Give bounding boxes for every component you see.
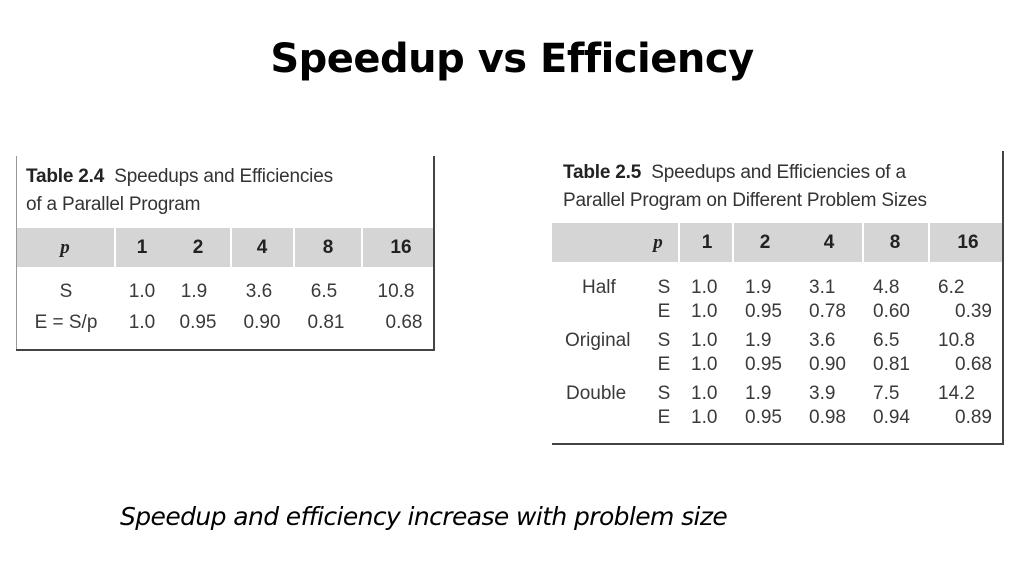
header-divider [230,228,232,267]
table-caption: Table 2.4 Speedups and Efficiencies of a… [26,163,426,219]
header-divider [862,223,864,262]
table-2-4: Table 2.4 Speedups and Efficiencies of a… [16,156,435,351]
header-cell: 4 [256,237,268,258]
table-cell: 1.9 [745,383,772,404]
group-label: Original [565,330,631,351]
efficiency-label: E [657,407,671,428]
header-divider [732,223,734,262]
table-cell: 10.8 [938,330,975,351]
table-cell: 3.6 [245,281,273,302]
header-cell: 2 [192,237,204,258]
table-cell: 0.90 [809,354,846,375]
table-cell: 0.95 [745,407,782,428]
table-cell: 10.8 [377,281,415,302]
table-label: Table 2.4 [26,166,105,187]
group-label: Half [582,277,616,298]
table-label: Table 2.5 [563,162,642,183]
table-cell: 3.1 [809,277,836,298]
header-divider [293,228,295,267]
header-p: p [60,237,70,258]
table-2-5: Table 2.5 Speedups and Efficiencies of a… [552,151,1004,445]
table-cell: 3.9 [809,383,836,404]
table-cell: 0.60 [873,301,910,322]
header-divider [114,228,116,267]
table-cell: 0.81 [307,312,345,333]
row-label: E = S/p [34,312,98,333]
header-cell: 4 [823,232,835,253]
table-cell: 0.68 [385,312,423,333]
speedup-label: S [657,383,671,404]
table-cell: 1.0 [128,281,156,302]
speedup-label: S [657,330,671,351]
header-divider [361,228,363,267]
header-cell: 16 [957,232,979,253]
table-cell: 4.8 [873,277,900,298]
table-header-row: p 1 2 4 8 16 [552,223,1002,262]
header-cell: 1 [701,232,713,253]
row-label: S [59,281,73,302]
table-cell: 1.9 [745,330,772,351]
table-cell: 1.0 [691,277,718,298]
table-left-rule [16,156,17,349]
table-cell: 1.0 [691,301,718,322]
table-cell: 0.39 [955,301,992,322]
slide-caption: Speedup and efficiency increase with pro… [120,502,728,531]
table-cell: 0.90 [243,312,281,333]
group-label: Double [566,383,627,404]
table-cell: 0.89 [955,407,992,428]
table-cell: 0.95 [179,312,217,333]
table-cell: 1.0 [128,312,156,333]
table-cell: 6.2 [938,277,965,298]
table-cell: 0.95 [745,354,782,375]
table-cell: 0.81 [873,354,910,375]
table-cell: 0.68 [955,354,992,375]
header-cell: 8 [889,232,901,253]
table-caption: Table 2.5 Speedups and Efficiencies of a… [563,159,1003,215]
slide-title: Speedup vs Efficiency [270,36,754,82]
header-divider [928,223,930,262]
table-cell: 1.9 [180,281,208,302]
table-cell: 14.2 [938,383,975,404]
table-cell: 1.0 [691,383,718,404]
table-title-line1: Speedups and Efficiencies [114,166,333,187]
header-cell: 8 [322,237,334,258]
table-cell: 7.5 [873,383,900,404]
header-cell: 1 [136,237,148,258]
header-p: p [653,232,663,253]
table-cell: 1.0 [691,330,718,351]
table-header-row: p 1 2 4 8 16 [17,228,433,267]
speedup-label: S [657,277,671,298]
table-cell: 6.5 [873,330,900,351]
header-divider [678,223,680,262]
table-cell: 6.5 [310,281,338,302]
table-cell: 1.0 [691,354,718,375]
table-cell: 0.98 [809,407,846,428]
header-cell: 2 [759,232,771,253]
table-title-line2: of a Parallel Program [26,194,201,215]
table-title-line1: Speedups and Efficiencies of a [651,162,906,183]
table-cell: 0.95 [745,301,782,322]
efficiency-label: E [657,354,671,375]
table-cell: 1.0 [691,407,718,428]
table-cell: 0.94 [873,407,910,428]
table-cell: 0.78 [809,301,846,322]
header-cell: 16 [390,237,412,258]
table-cell: 1.9 [745,277,772,298]
table-cell: 3.6 [809,330,836,351]
efficiency-label: E [657,301,671,322]
table-title-line2: Parallel Program on Different Problem Si… [563,190,927,211]
